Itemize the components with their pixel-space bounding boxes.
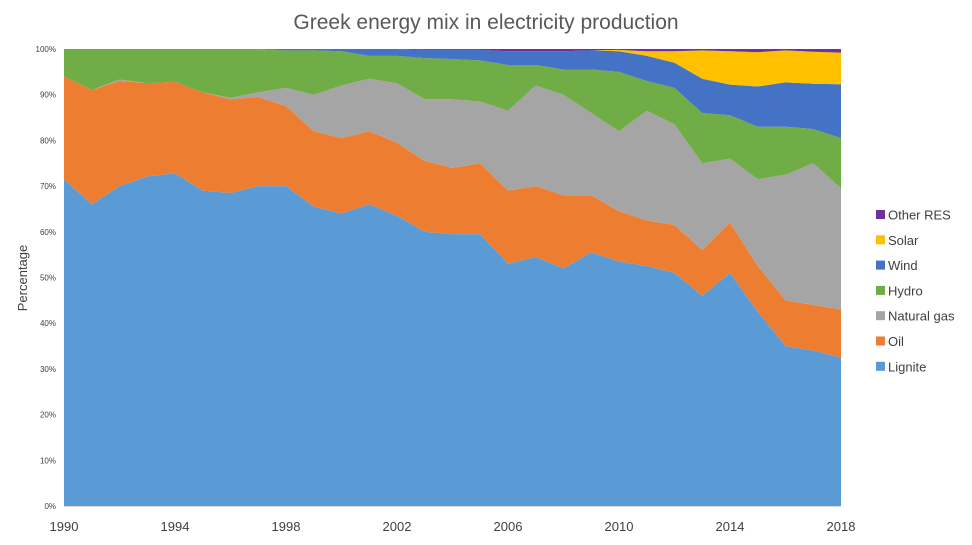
legend-swatch-hydro xyxy=(876,285,885,295)
x-tick-label: 2018 xyxy=(827,519,856,534)
y-tick-label: 30% xyxy=(40,365,56,374)
legend-swatch-solar xyxy=(876,235,885,245)
x-tick-label: 2006 xyxy=(494,519,523,534)
y-tick-label: 100% xyxy=(36,45,56,54)
legend-label-oil: Oil xyxy=(888,334,904,349)
area-wind xyxy=(64,49,841,139)
y-tick-label: 40% xyxy=(40,319,56,328)
x-tick-label: 2002 xyxy=(383,519,412,534)
legend: Other RES Solar Wind Hydro Natural gas Oil Lig… xyxy=(876,208,955,374)
y-tick-label: 50% xyxy=(40,274,56,283)
y-tick-label: 70% xyxy=(40,182,56,191)
y-tick-label: 0% xyxy=(44,502,56,511)
legend-swatch-wind xyxy=(876,260,885,270)
y-tick-label: 90% xyxy=(40,91,56,100)
y-axis-ticks: 0% 10% 20% 30% 40% 50% 60% 70% 80% 90% 100% xyxy=(36,45,56,511)
legend-swatch-lignite xyxy=(876,361,885,371)
x-tick-label: 2014 xyxy=(716,519,745,534)
legend-label-hydro: Hydro xyxy=(888,283,923,298)
y-tick-label: 20% xyxy=(40,411,56,420)
x-tick-label: 2010 xyxy=(605,519,634,534)
legend-swatch-natural-gas xyxy=(876,311,885,321)
x-axis-ticks: 1990 1994 1998 2002 2006 2010 2014 2018 xyxy=(50,519,856,534)
area-lignite xyxy=(64,173,841,507)
y-tick-label: 80% xyxy=(40,136,56,145)
legend-label-natural-gas: Natural gas xyxy=(888,309,955,324)
chart-title: Greek energy mix in electricity producti… xyxy=(293,11,678,34)
x-tick-label: 1998 xyxy=(272,519,301,534)
area-natural-gas xyxy=(64,76,841,310)
y-tick-label: 10% xyxy=(40,456,56,465)
legend-label-solar: Solar xyxy=(888,233,919,248)
x-tick-label: 1990 xyxy=(50,519,79,534)
legend-label-other-res: Other RES xyxy=(888,208,951,223)
y-axis-label: Percentage xyxy=(15,245,30,312)
legend-swatch-oil xyxy=(876,336,885,346)
area-series-group xyxy=(64,49,841,507)
area-hydro xyxy=(64,49,841,189)
legend-swatch-other-res xyxy=(876,210,885,219)
x-tick-label: 1994 xyxy=(161,519,190,534)
legend-label-lignite: Lignite xyxy=(888,359,926,374)
y-tick-label: 60% xyxy=(40,228,56,237)
area-solar xyxy=(64,49,841,87)
legend-label-wind: Wind xyxy=(888,258,918,273)
area-other-res xyxy=(64,49,841,53)
area-oil xyxy=(64,76,841,358)
